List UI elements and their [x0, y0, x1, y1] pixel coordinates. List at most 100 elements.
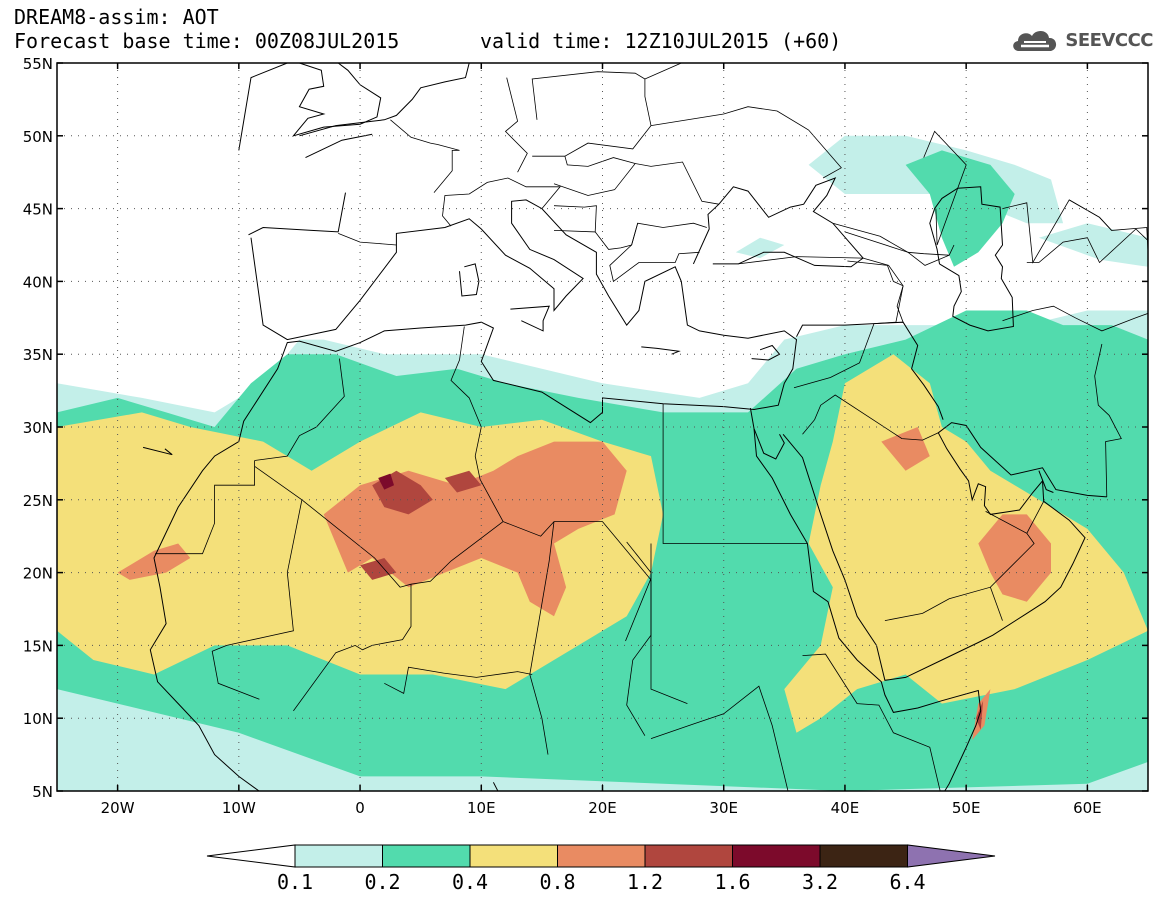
lon-tick-label: 50E — [952, 799, 981, 817]
country-border — [1002, 305, 1148, 332]
country-border — [529, 521, 555, 755]
country-border — [155, 460, 256, 555]
lat-tick-label: 5N — [32, 783, 53, 801]
country-border — [293, 584, 412, 712]
country-border — [990, 587, 1003, 621]
colorbar-label: 0.1 — [277, 870, 313, 894]
lat-tick-label: 10N — [23, 710, 53, 728]
coastline — [305, 133, 373, 159]
coastline — [291, 63, 382, 137]
coastline — [796, 321, 944, 420]
coastline — [749, 408, 785, 460]
country-border — [338, 233, 397, 246]
aot-0.4-0.8-area — [784, 354, 1148, 733]
colorbar-over-triangle — [907, 844, 996, 868]
lon-tick-label: 20E — [588, 799, 617, 817]
country-border — [254, 465, 504, 588]
country-border — [738, 256, 904, 324]
colorbar-swatch — [469, 844, 558, 868]
country-border — [594, 223, 639, 250]
country-border — [844, 231, 955, 266]
country-border — [1026, 501, 1045, 534]
country-border — [1094, 343, 1122, 497]
lon-tick-label: 10E — [467, 799, 496, 817]
coastline — [149, 199, 798, 791]
aot-0.4-0.8-area — [57, 456, 191, 558]
lon-tick-label: 40E — [831, 799, 860, 817]
lon-tick-label: 30E — [709, 799, 738, 817]
aot-0.1-0.2-area — [1038, 223, 1148, 267]
coastline — [753, 428, 982, 791]
colorbar-label: 6.4 — [889, 870, 925, 894]
coastline — [510, 305, 550, 332]
country-border — [553, 161, 719, 205]
country-border — [442, 177, 561, 227]
country-border — [802, 394, 939, 441]
lon-tick-label: 20W — [101, 799, 135, 817]
country-border — [609, 244, 700, 283]
aot-1.6-3.2-area — [378, 473, 394, 490]
country-border — [644, 63, 682, 80]
colorbar-swatch — [732, 844, 821, 868]
country-border — [802, 653, 941, 791]
country-border — [650, 106, 842, 179]
colorbar-swatch — [382, 844, 471, 868]
country-border — [662, 403, 808, 544]
country-border — [793, 323, 875, 389]
country-border — [531, 71, 652, 157]
aot-0.1-0.2-area — [735, 237, 785, 259]
colorbar-label: 0.4 — [452, 870, 488, 894]
coastline — [248, 192, 346, 236]
colorbar-label: 0.2 — [364, 870, 400, 894]
country-border — [504, 77, 528, 173]
country-border — [390, 119, 460, 193]
cloud-icon — [1013, 30, 1057, 51]
aot-1.2-1.6-area — [444, 470, 482, 493]
coastline — [751, 344, 781, 361]
forecast-base-time: Forecast base time: 00Z08JUL2015 — [14, 29, 400, 53]
coastline — [1038, 470, 1054, 493]
lat-tick-label: 45N — [23, 201, 53, 219]
colorbar-label: 3.2 — [802, 870, 838, 894]
country-border — [564, 156, 636, 167]
logo-text: SEEVCCC — [1065, 29, 1153, 51]
lat-lon-grid — [57, 63, 1148, 791]
colorbar-swatch — [294, 844, 383, 868]
aot-fields — [57, 135, 1148, 791]
colorbar-swatch — [644, 844, 733, 868]
lat-tick-label: 25N — [23, 492, 53, 510]
aot-0.8-1.2-area — [881, 427, 930, 471]
lat-tick-label: 20N — [23, 565, 53, 583]
coastline — [299, 63, 470, 137]
country-border — [1026, 228, 1148, 264]
country-border — [254, 358, 345, 461]
seevccc-logo: SEEVCCC — [1009, 24, 1153, 56]
colorbar-label: 1.2 — [627, 870, 663, 894]
aot-0.8-1.2-area — [978, 514, 1051, 602]
lat-tick-label: 35N — [23, 346, 53, 364]
country-border — [211, 499, 303, 700]
aot-1.2-1.6-area — [360, 558, 397, 580]
lat-tick-label: 40N — [23, 273, 53, 291]
country-border — [847, 260, 904, 323]
coastlines — [142, 63, 1148, 791]
lat-tick-label: 55N — [23, 55, 53, 73]
aot-0.8-1.2-area — [117, 543, 191, 580]
lon-tick-label: 10W — [222, 799, 256, 817]
country-border — [450, 326, 652, 736]
colorbar: 0.1 0.2 0.4 0.8 1.2 1.6 3.2 6.4 — [206, 844, 996, 894]
lat-tick-label: 30N — [23, 419, 53, 437]
country-border — [384, 666, 533, 695]
valid-time: valid time: 12Z10JUL2015 (+60) — [480, 29, 842, 53]
axis-ticks: 20W 10W 0 10E 20E 30E 40E 50E 60E 55N 50N 45N 40N 35N… — [23, 55, 1148, 817]
coastline — [641, 346, 681, 355]
lon-tick-label: 0 — [355, 799, 365, 817]
country-border — [626, 541, 688, 704]
country-border — [1069, 199, 1148, 253]
coastline — [929, 186, 1014, 332]
coastline — [142, 446, 173, 456]
colorbar-under-triangle — [206, 844, 296, 868]
lon-tick-label: 60E — [1073, 799, 1102, 817]
colorbar-label: 1.6 — [714, 870, 750, 894]
